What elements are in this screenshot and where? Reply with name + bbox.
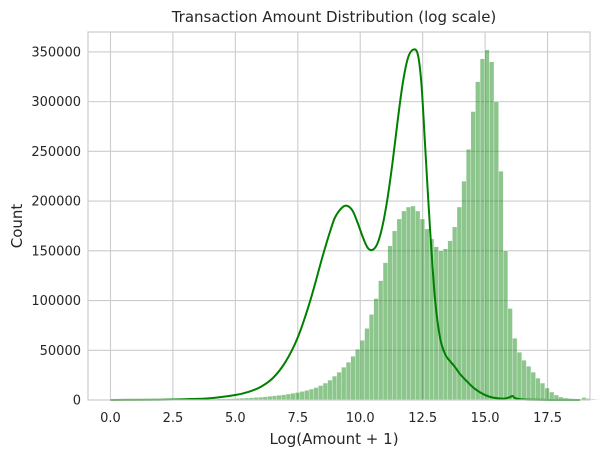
histogram-bar — [304, 390, 310, 401]
histogram-bar — [322, 382, 328, 401]
histogram-bar — [549, 391, 555, 401]
histogram-bar — [424, 228, 430, 401]
plot-frame — [87, 31, 591, 401]
histogram-bar — [516, 352, 522, 401]
histogram-bar — [507, 308, 513, 401]
y-tick-label: 350000 — [31, 45, 81, 60]
histogram-bar — [461, 181, 467, 401]
histogram-bar — [479, 58, 485, 401]
histogram-bar — [447, 240, 453, 401]
histogram-bar — [327, 379, 333, 401]
histogram-bar — [539, 382, 545, 401]
histogram-bar — [345, 362, 351, 401]
histogram-bar — [272, 395, 277, 401]
y-tick-label: 0 — [73, 394, 81, 409]
histogram-bar — [590, 399, 596, 401]
x-tick-label: 12.5 — [408, 411, 437, 426]
x-tick-label: 7.5 — [287, 411, 308, 426]
histogram-bar — [318, 385, 324, 401]
histogram-bar — [359, 340, 365, 401]
y-tick-labels: 0 50000 100000 150000 200000 250000 300000 3500… — [31, 45, 81, 408]
histogram-bar — [299, 391, 305, 401]
y-tick-label: 50000 — [40, 344, 81, 359]
x-tick-label: 0.0 — [100, 411, 121, 426]
histogram-bar — [419, 218, 425, 401]
histogram-bar — [369, 314, 375, 401]
x-axis-label: Log(Amount + 1) — [269, 430, 398, 448]
histogram-bar — [498, 171, 504, 401]
histogram-bar — [350, 356, 356, 401]
histogram-bar — [503, 250, 509, 401]
histogram-bar — [396, 218, 402, 401]
histogram-bar — [281, 394, 287, 401]
histogram-bar — [336, 371, 342, 401]
histogram-bar — [406, 206, 411, 401]
histogram-bar — [332, 375, 338, 401]
histogram-bar — [521, 360, 527, 401]
x-tick-labels: 0.0 2.5 5.0 7.5 10.0 12.5 15.0 17.5 — [100, 411, 562, 426]
histogram-bar — [526, 366, 532, 401]
y-tick-label: 100000 — [31, 294, 81, 309]
y-tick-label: 200000 — [31, 195, 81, 210]
histogram-bar — [313, 387, 319, 401]
histogram-bar — [308, 388, 314, 401]
histogram-bar — [382, 262, 388, 401]
histogram-bar — [290, 393, 296, 401]
x-tick-label: 10.0 — [346, 411, 375, 426]
y-tick-label: 150000 — [31, 244, 81, 259]
histogram-bar — [512, 338, 518, 401]
y-tick-label: 300000 — [31, 95, 81, 110]
x-tick-label: 17.5 — [533, 411, 562, 426]
histogram-bar — [535, 377, 541, 401]
histogram-bar — [544, 387, 550, 401]
histogram-bar — [373, 298, 379, 401]
histogram-bar — [364, 328, 370, 401]
histogram-bar — [401, 210, 407, 401]
y-tick-label: 250000 — [31, 145, 81, 160]
histogram-bar — [410, 205, 416, 401]
histogram-bar — [493, 101, 499, 401]
x-tick-label: 5.0 — [225, 411, 246, 426]
histogram-bar — [466, 149, 472, 401]
histogram-bar — [470, 111, 476, 401]
axes-frame — [87, 31, 591, 401]
histogram-bar — [378, 280, 384, 401]
histogram-bar — [341, 367, 347, 401]
histogram-bar — [442, 248, 448, 401]
histogram-bar — [452, 226, 458, 401]
x-tick-label: 15.0 — [471, 411, 500, 426]
kde-curve — [110, 48, 581, 401]
histogram-bar — [295, 392, 301, 401]
chart-title: Transaction Amount Distribution (log sca… — [171, 8, 497, 26]
histogram-bar — [276, 395, 282, 401]
histogram-bar — [415, 210, 421, 401]
kde-curve-layer — [110, 48, 581, 401]
histogram-bar — [387, 245, 393, 401]
y-axis-label: Count — [8, 204, 26, 249]
histogram-bar — [530, 371, 536, 401]
histogram-bar — [489, 61, 495, 401]
histogram-bar — [355, 349, 361, 401]
histogram-bar — [392, 230, 398, 401]
histogram-bar — [285, 393, 291, 401]
histogram-bar — [475, 81, 481, 401]
histogram-bars — [110, 49, 600, 401]
histogram-bar — [484, 49, 490, 401]
x-tick-label: 2.5 — [163, 411, 184, 426]
histogram-bar — [438, 250, 444, 401]
